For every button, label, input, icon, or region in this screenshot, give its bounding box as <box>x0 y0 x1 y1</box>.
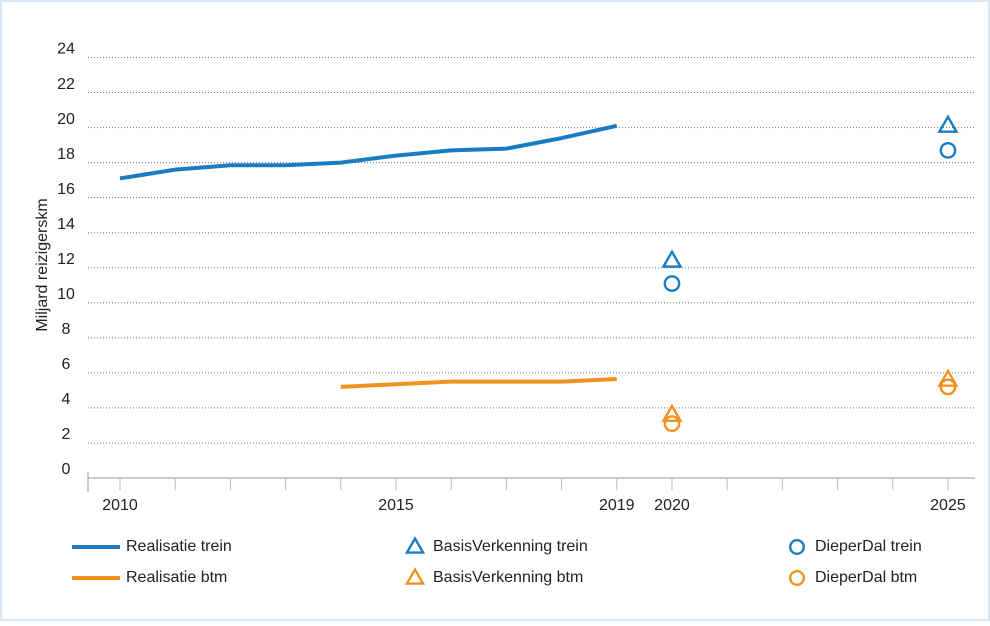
circle-marker <box>789 570 806 587</box>
circle-marker <box>663 415 681 433</box>
circle-marker <box>789 539 806 556</box>
legend-label: DieperDal btm <box>815 569 917 586</box>
y-tick-label: 12 <box>57 251 75 268</box>
legend-label: Realisatie btm <box>126 569 227 586</box>
triangle-marker <box>404 536 426 554</box>
y-tick-label: 22 <box>57 76 75 93</box>
triangle-marker <box>404 567 426 585</box>
triangle-marker <box>937 114 959 133</box>
y-tick-label: 16 <box>57 181 75 198</box>
circle-marker <box>939 378 957 396</box>
y-tick-label: 8 <box>62 321 71 338</box>
circle-marker <box>663 275 681 292</box>
legend-label: Realisatie trein <box>126 538 232 555</box>
y-tick-label: 20 <box>57 111 75 128</box>
y-axis-label: Miljard reizigerskm <box>34 198 51 331</box>
line <box>119 123 618 181</box>
circle-marker <box>939 141 957 159</box>
x-tick-label: 2020 <box>654 497 690 514</box>
x-tick-label: 2019 <box>599 497 635 514</box>
x-tick-label: 2015 <box>378 497 414 514</box>
y-tick-label: 2 <box>62 426 71 443</box>
line <box>340 377 617 389</box>
triangle-marker <box>661 249 683 268</box>
x-tick-label: 2025 <box>930 497 966 514</box>
y-tick-label: 10 <box>57 286 75 303</box>
y-tick-label: 0 <box>62 461 71 478</box>
y-tick-label: 24 <box>57 41 75 58</box>
legend-label: BasisVerkenning btm <box>433 569 583 586</box>
legend-label: BasisVerkenning trein <box>433 538 588 555</box>
x-tick-label: 2010 <box>102 497 138 514</box>
y-tick-label: 14 <box>57 216 75 233</box>
triangle-marker <box>661 403 683 422</box>
y-tick-label: 6 <box>62 356 71 373</box>
y-tick-label: 4 <box>62 391 71 408</box>
y-tick-label: 18 <box>57 146 75 163</box>
triangle-marker <box>937 368 959 387</box>
legend-label: DieperDal trein <box>815 538 922 555</box>
